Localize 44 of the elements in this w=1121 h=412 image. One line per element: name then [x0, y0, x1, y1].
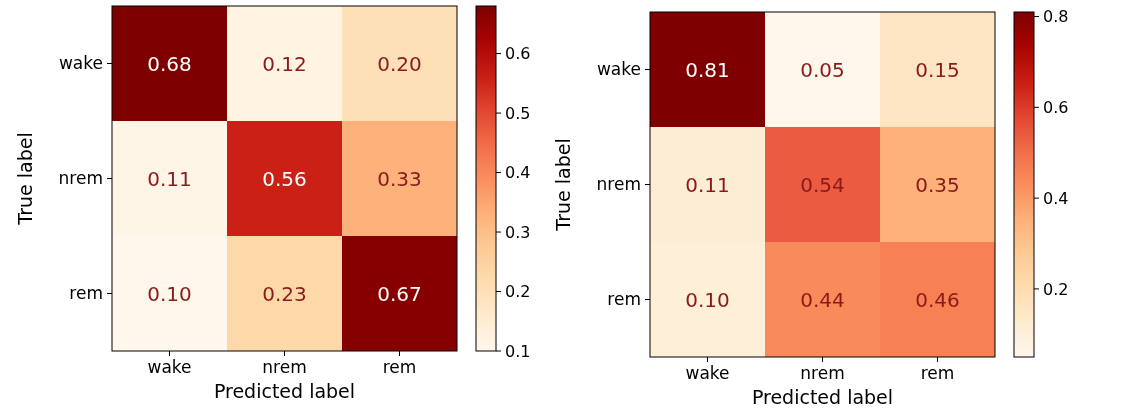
- data-label: 0.23: [262, 281, 307, 306]
- data-label: 0.56: [262, 166, 307, 191]
- data-label: 0.20: [377, 51, 422, 76]
- color-bar-label: 0.3: [505, 222, 531, 242]
- color-bar-label: 0.1: [505, 341, 531, 361]
- color-bar-label: 0.2: [1043, 279, 1069, 299]
- data-label: 0.33: [377, 166, 422, 191]
- data-label: 0.11: [147, 166, 192, 191]
- x-axis-title: Predicted label: [213, 380, 356, 402]
- data-label: 0.54: [800, 172, 845, 197]
- y-axis-title: True label: [14, 132, 36, 226]
- data-label: 0.81: [685, 57, 730, 82]
- x-tick-label: wake: [147, 357, 192, 377]
- color-bar-label: 0.5: [505, 103, 531, 123]
- data-label: 0.05: [800, 57, 845, 82]
- color-bar-label: 0.4: [1043, 188, 1069, 208]
- color-bar-label: 0.2: [505, 282, 531, 302]
- x-tick-label: rem: [382, 357, 417, 377]
- data-label: 0.67: [377, 281, 422, 306]
- data-label: 0.10: [685, 287, 730, 312]
- data-label: 0.44: [800, 287, 845, 312]
- color-bar-label: 0.6: [1043, 97, 1069, 117]
- data-label: 0.46: [915, 287, 960, 312]
- x-tick-label: nrem: [262, 357, 307, 377]
- y-tick-label: wake: [596, 59, 641, 80]
- x-tick-label: nrem: [800, 363, 845, 383]
- data-label: 0.10: [147, 281, 192, 306]
- y-axis-title: True label: [552, 138, 574, 232]
- data-label: 0.11: [685, 172, 730, 197]
- y-tick-label: nrem: [58, 168, 103, 189]
- y-tick-label: rem: [607, 289, 641, 310]
- color-bar-label: 0.6: [505, 44, 531, 64]
- data-label: 0.12: [262, 51, 307, 76]
- data-label: 0.15: [915, 57, 960, 82]
- x-axis-title: Predicted label: [751, 386, 894, 408]
- data-label: 0.35: [915, 172, 960, 197]
- x-tick-label: rem: [920, 363, 955, 383]
- x-tick-label: wake: [685, 363, 730, 383]
- y-tick-label: rem: [69, 283, 103, 304]
- color-bar-label: 0.4: [505, 163, 531, 183]
- y-tick-label: nrem: [596, 174, 641, 195]
- color-bar-label: 0.8: [1043, 7, 1069, 27]
- y-tick-label: wake: [58, 53, 103, 74]
- data-label: 0.68: [147, 51, 192, 76]
